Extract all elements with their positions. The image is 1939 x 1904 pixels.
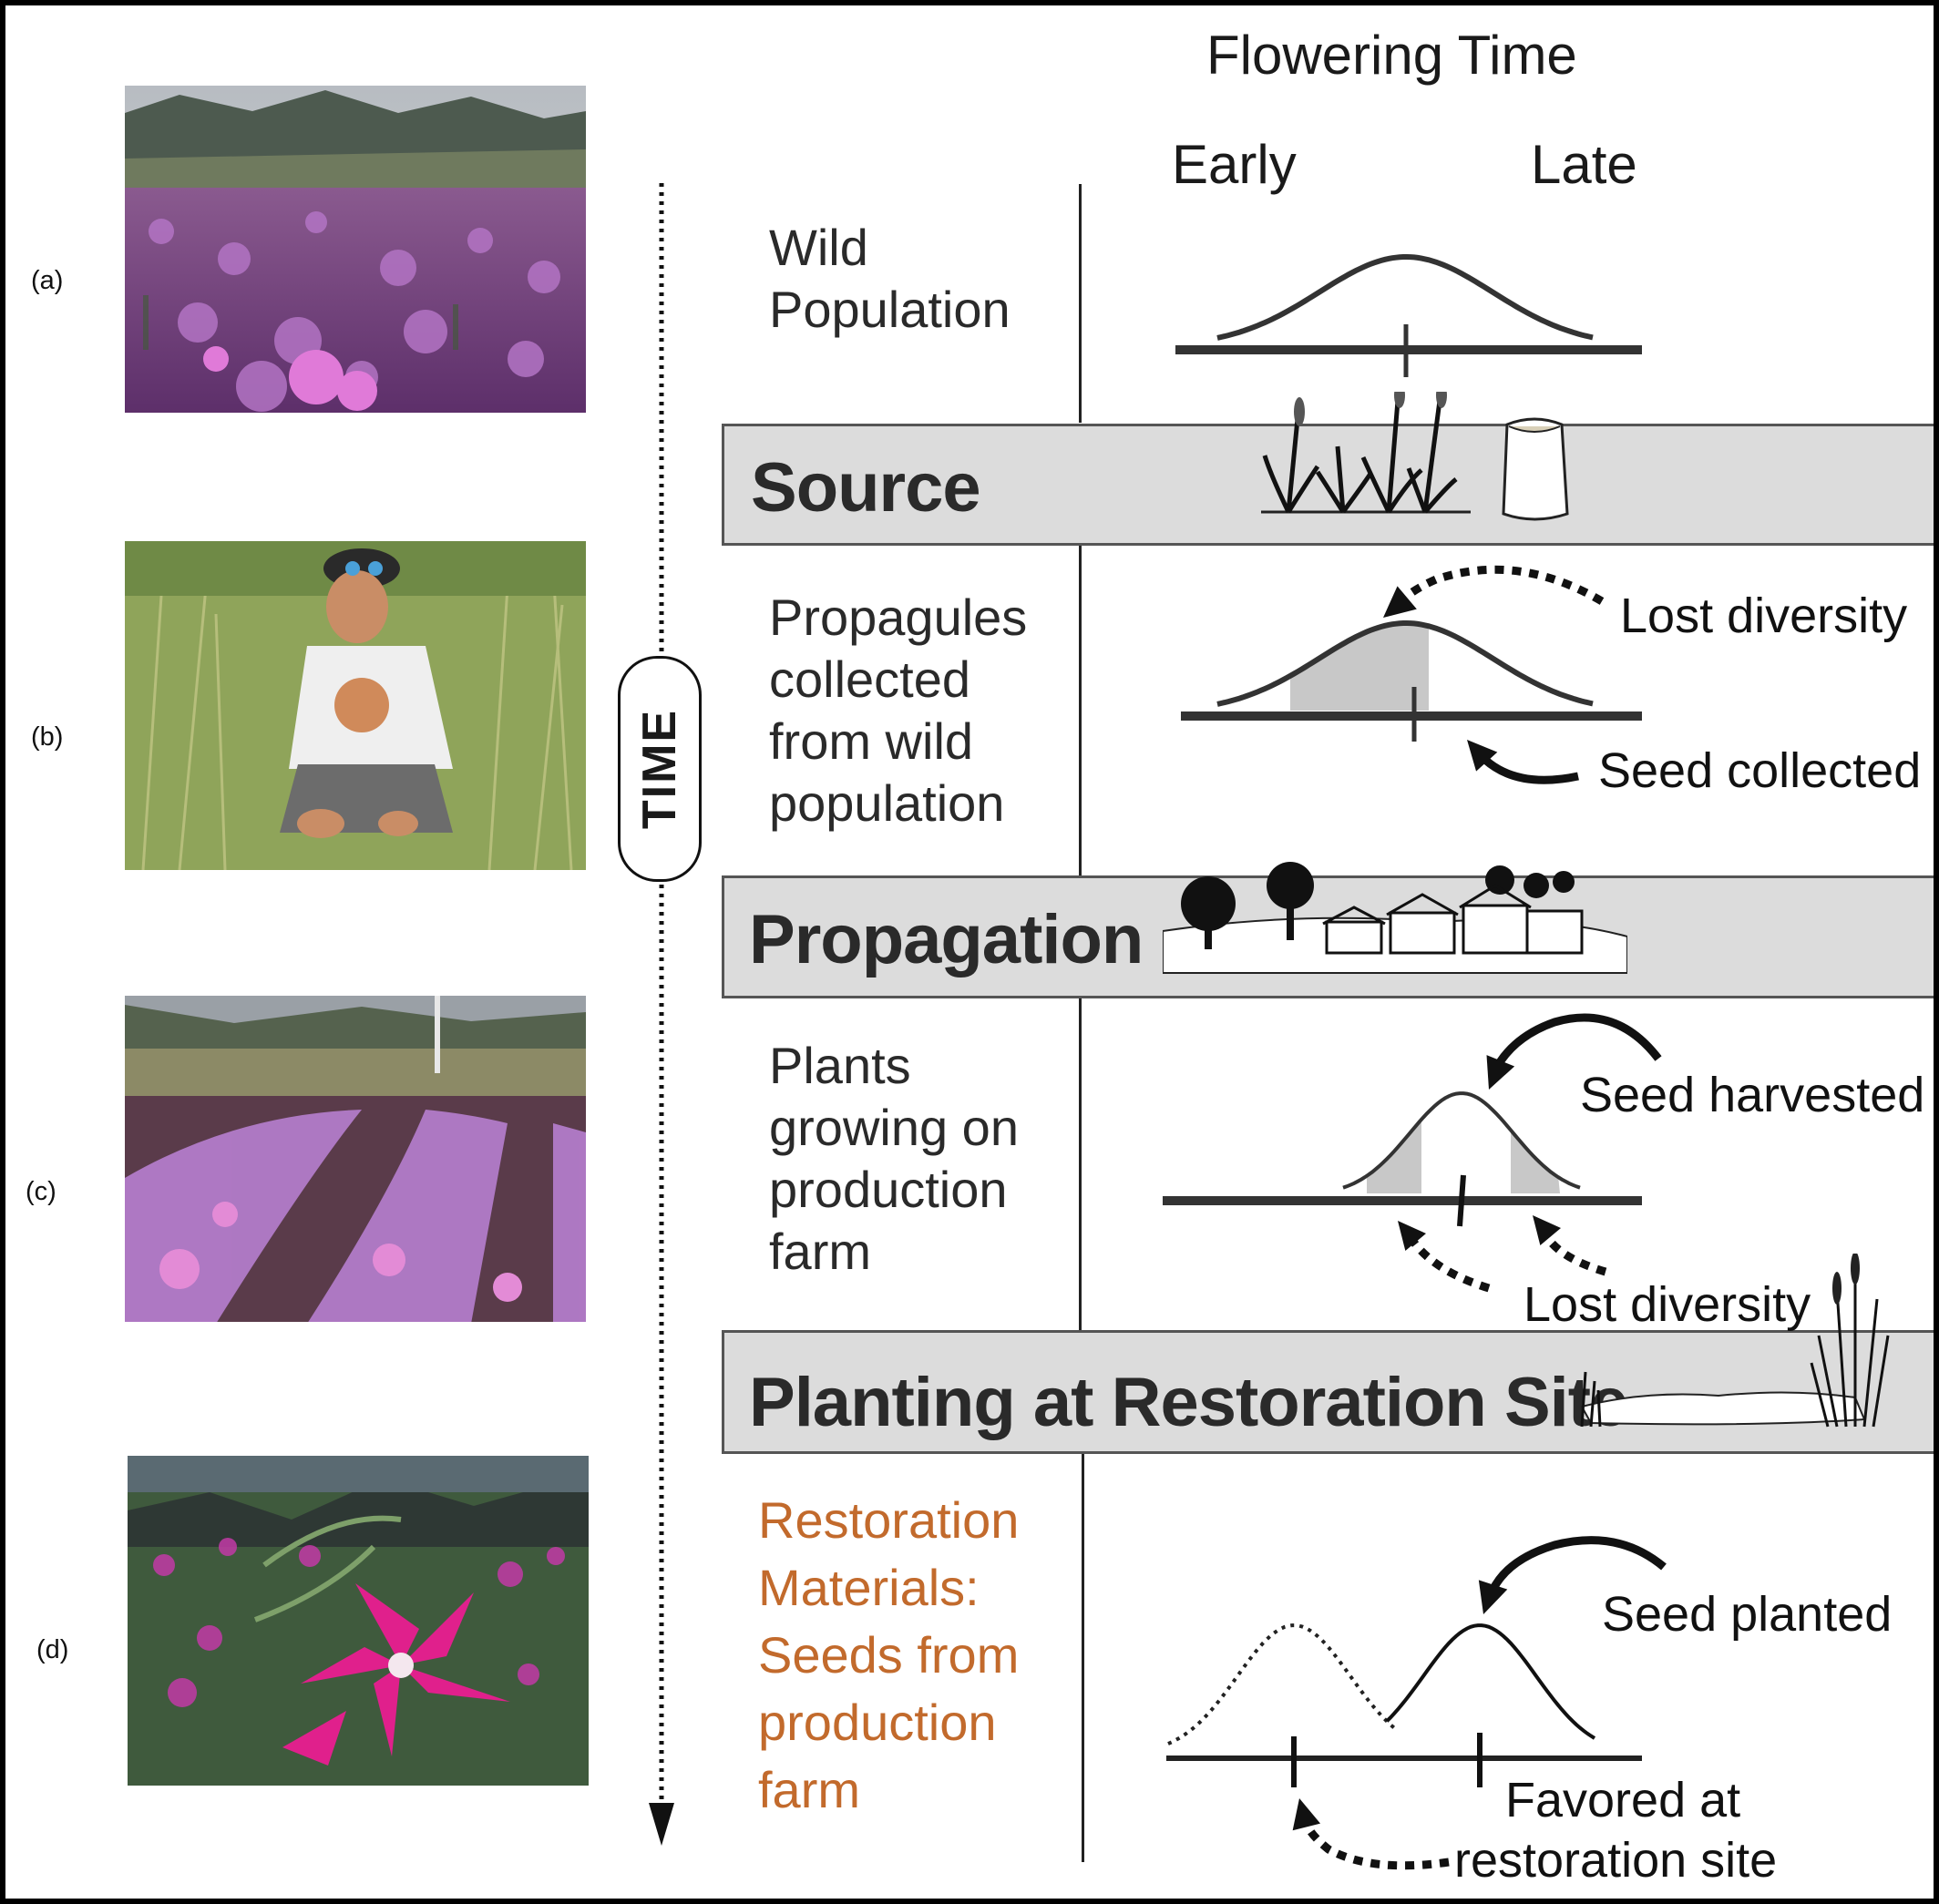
separator-growing bbox=[1079, 995, 1082, 1334]
annotation-lost-diversity-2: Lost diversity bbox=[1524, 1277, 1811, 1332]
arrowhead-seed-planted bbox=[1478, 1580, 1508, 1614]
curve-wild bbox=[1216, 254, 1594, 341]
separator-collected bbox=[1079, 541, 1082, 876]
time-label: TIME bbox=[618, 656, 702, 882]
arrow-seed-planted bbox=[1488, 1536, 1667, 1593]
panel-label-c: (c) bbox=[26, 1177, 56, 1206]
timeline-arrow bbox=[649, 183, 674, 1846]
wetland-grass-icon bbox=[1580, 1254, 1890, 1428]
curve-wild-optimum bbox=[1167, 1623, 1400, 1745]
tick-growing bbox=[1457, 1174, 1466, 1227]
late-label: Late bbox=[1531, 134, 1637, 195]
arrow-favored bbox=[1302, 1822, 1450, 1870]
panel-label-d: (d) bbox=[36, 1635, 69, 1664]
wheat-plants-icon bbox=[1261, 392, 1471, 514]
arrowhead-lost-diversity-1 bbox=[1383, 586, 1417, 618]
arrowhead-lost-diversity-2b bbox=[1533, 1215, 1562, 1245]
photo-production-farm-rows bbox=[125, 996, 586, 1322]
annotation-favored-line2: restoration site bbox=[1454, 1833, 1778, 1888]
arrow-lost-diversity-2b bbox=[1544, 1234, 1607, 1276]
annotation-seed-harvested: Seed harvested bbox=[1580, 1068, 1925, 1122]
stage-wild-population: Wild Population bbox=[769, 219, 1011, 338]
shade-collected bbox=[1290, 621, 1429, 711]
flowering-time-title: Flowering Time bbox=[1206, 25, 1577, 86]
band-planting bbox=[722, 1330, 1934, 1454]
arrow-seed-harvested bbox=[1496, 1013, 1662, 1065]
photo-seed-collector bbox=[125, 541, 586, 870]
photo-wildflower-field bbox=[125, 86, 586, 413]
panel-label-a: (a) bbox=[31, 266, 64, 295]
arrowhead-seed-collected bbox=[1467, 740, 1498, 772]
annotation-lost-diversity-1: Lost diversity bbox=[1620, 589, 1908, 643]
arrow-lost-diversity-2a bbox=[1411, 1240, 1491, 1293]
arrow-seed-collected bbox=[1482, 756, 1579, 784]
arrowhead-favored bbox=[1292, 1798, 1321, 1831]
annotation-seed-planted: Seed planted bbox=[1602, 1587, 1893, 1642]
annotation-favored-line1: Favored at bbox=[1505, 1773, 1741, 1827]
early-label: Early bbox=[1172, 134, 1297, 195]
stage-plants-growing: Plants growing on production farm bbox=[769, 1037, 1019, 1280]
arrow-lost-diversity-1 bbox=[1390, 565, 1605, 611]
farm-buildings-icon bbox=[1163, 862, 1627, 974]
curve-seed-planted bbox=[1385, 1623, 1596, 1740]
photo-pink-flower-closeup bbox=[128, 1456, 589, 1786]
annotation-seed-collected: Seed collected bbox=[1598, 743, 1922, 798]
arrowhead-lost-diversity-2a bbox=[1398, 1221, 1427, 1251]
panel-label-b: (b) bbox=[31, 722, 64, 752]
stage-propagules-collected: Propagules collected from wild population bbox=[769, 589, 1028, 832]
separator-restoration bbox=[1082, 1450, 1084, 1862]
arrowhead-seed-harvested bbox=[1486, 1055, 1515, 1090]
band-source-label: Source bbox=[751, 449, 981, 527]
band-planting-label: Planting at Restoration Site bbox=[749, 1364, 1628, 1441]
stage-restoration-materials: Restoration Materials: Seeds from producti… bbox=[758, 1491, 1020, 1818]
separator-wild bbox=[1079, 184, 1082, 423]
band-propagation-label: Propagation bbox=[749, 901, 1144, 978]
seed-bag-icon bbox=[1502, 417, 1569, 521]
curve-collected bbox=[1216, 620, 1594, 707]
curve-growing bbox=[1342, 1091, 1581, 1190]
flowering-curves bbox=[1163, 254, 1667, 1870]
